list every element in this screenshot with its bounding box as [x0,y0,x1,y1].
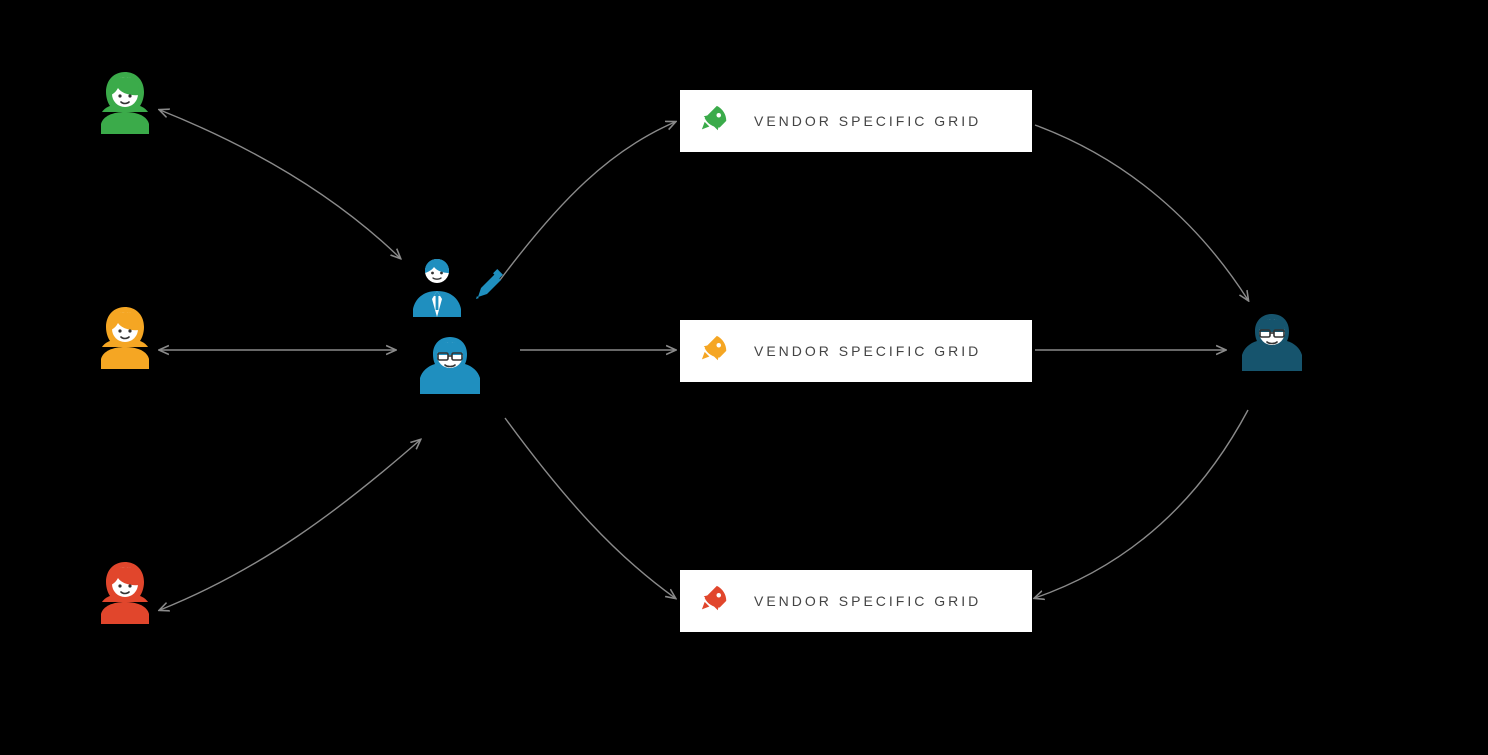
rocket-icon [700,104,730,139]
vendor-grid-label: VENDOR SPECIFIC GRID [754,113,981,129]
connector-edge [160,110,400,258]
connector-edge [1035,410,1248,598]
rocket-icon [700,584,730,619]
vendor-grid-box-orange: VENDOR SPECIFIC GRID [680,320,1032,382]
vendor-grid-label: VENDOR SPECIFIC GRID [754,343,981,359]
client-persona-green [95,70,155,153]
end-user-persona [1240,310,1304,397]
connector-edge [505,418,675,598]
connector-edge [160,440,420,610]
vendor-grid-box-red: VENDOR SPECIFIC GRID [680,570,1032,632]
client-persona-red [95,560,155,643]
diagram-stage: VENDOR SPECIFIC GRID VENDOR SPECIFIC GRI… [0,0,1488,755]
vendor-grid-label: VENDOR SPECIFIC GRID [754,593,981,609]
client-persona-orange [95,305,155,388]
rocket-icon [700,334,730,369]
connector-edge [1035,125,1248,300]
vendor-grid-box-green: VENDOR SPECIFIC GRID [680,90,1032,152]
broker-team [400,255,530,425]
